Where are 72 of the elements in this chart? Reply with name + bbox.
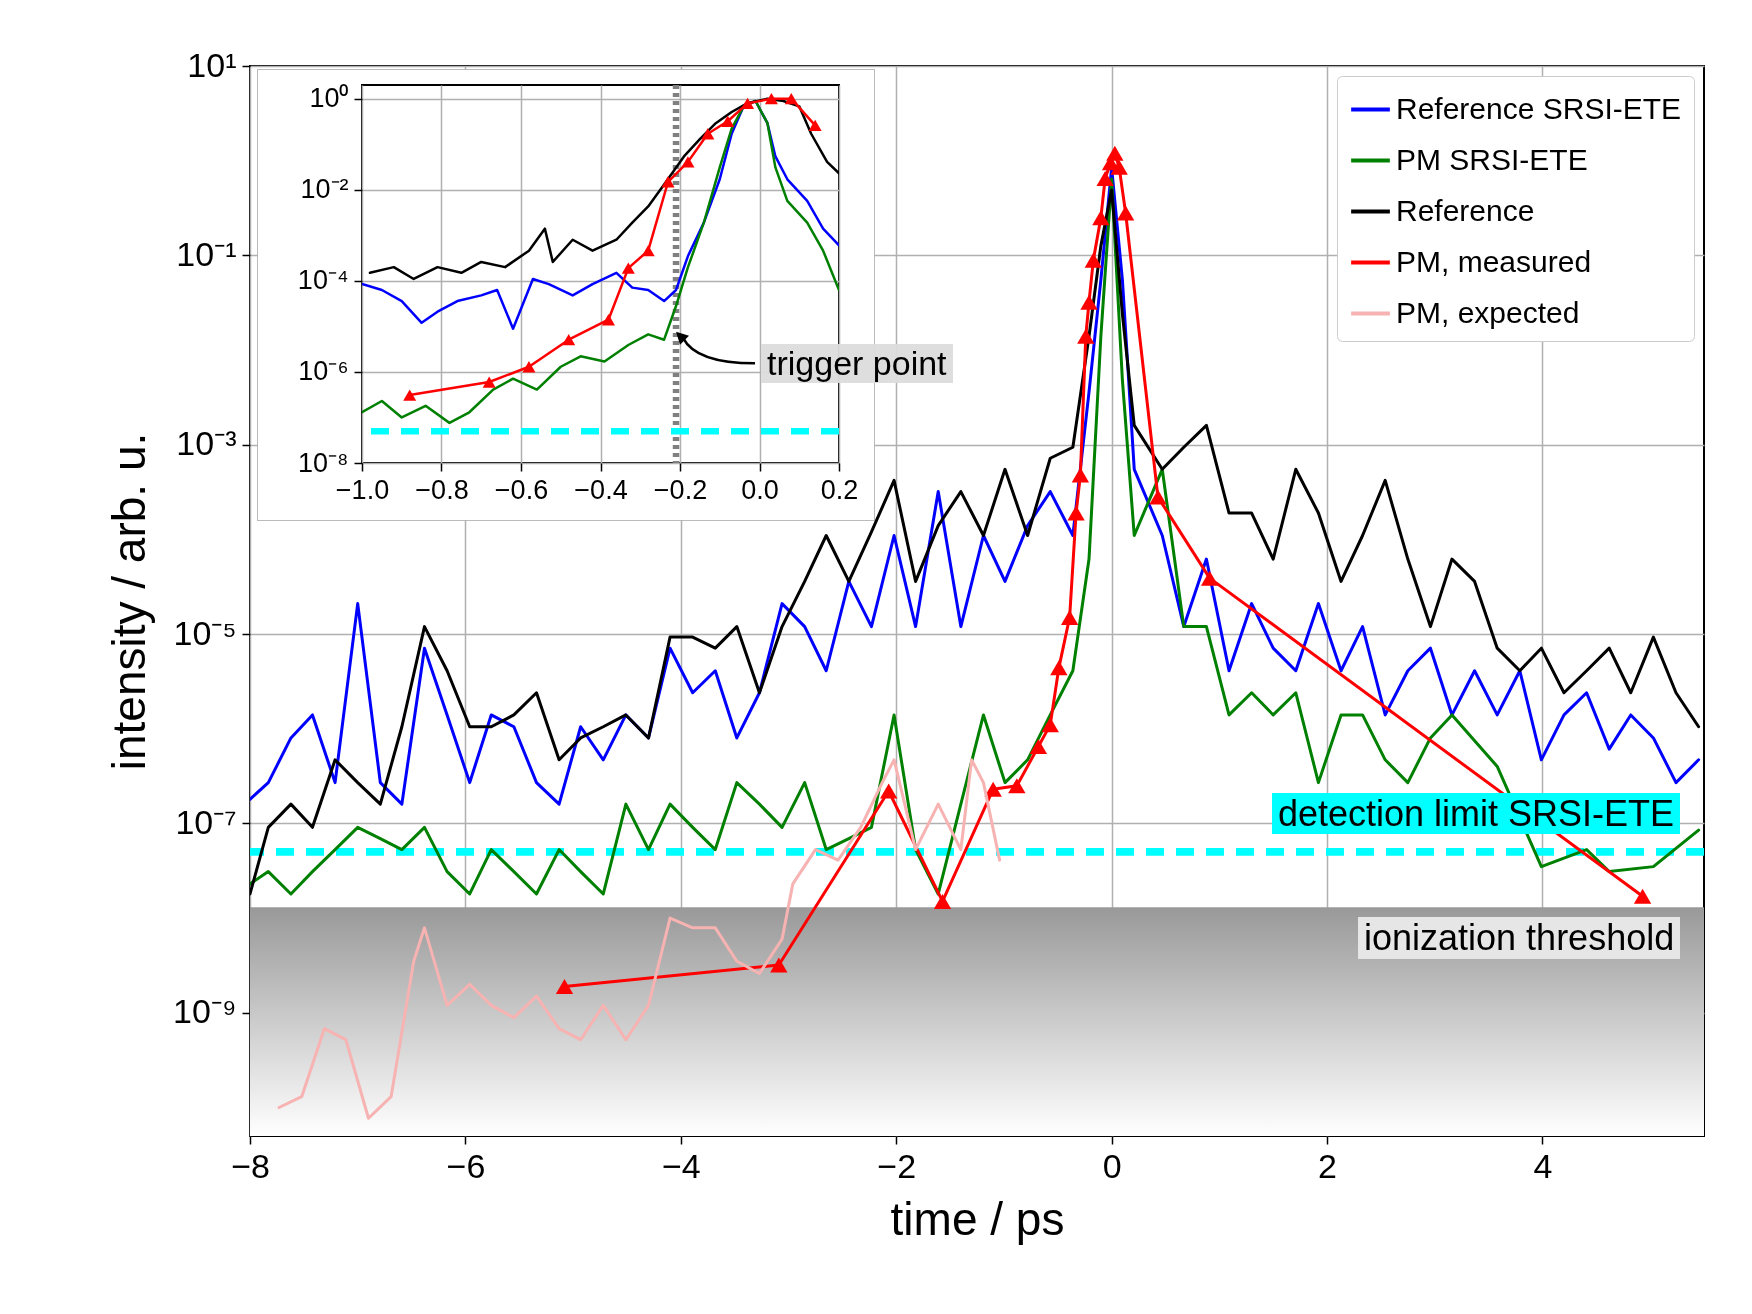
- point: [1200, 570, 1219, 586]
- point: [1008, 778, 1026, 794]
- legend-label: PM, expected: [1396, 295, 1580, 329]
- point: [1096, 170, 1114, 186]
- point: [1092, 210, 1110, 226]
- y-tick-label: 10⁻⁹: [173, 992, 237, 1031]
- point: [1060, 609, 1079, 625]
- x-tick-label: 0.0: [741, 474, 779, 505]
- point: [880, 783, 898, 799]
- x-tick-label: −0.4: [574, 474, 628, 505]
- point: [1106, 145, 1124, 161]
- x-tick-label: 4: [1533, 1146, 1553, 1185]
- y-tick-label: 10⁻⁶: [298, 356, 349, 387]
- point: [403, 389, 417, 401]
- x-tick-label: −2: [877, 1146, 917, 1185]
- point: [721, 115, 735, 127]
- legend-label: PM, measured: [1396, 244, 1592, 278]
- y-tick-label: 10⁻⁵: [173, 613, 237, 652]
- point: [1050, 660, 1068, 676]
- point: [701, 128, 715, 140]
- point: [641, 245, 655, 257]
- point: [1077, 328, 1095, 344]
- legend-label: PM SRSI-ETE: [1396, 142, 1588, 176]
- point: [1084, 252, 1102, 268]
- point: [984, 781, 1002, 797]
- point: [1633, 888, 1652, 904]
- point: [933, 893, 952, 909]
- point: [562, 334, 576, 346]
- x-tick-label: 0.2: [820, 474, 859, 505]
- point: [1071, 467, 1090, 483]
- point: [741, 97, 755, 110]
- point: [1080, 294, 1098, 310]
- y-tick-label: 10⁻⁴: [297, 265, 349, 296]
- point: [681, 156, 695, 168]
- point: [1067, 505, 1085, 521]
- point: [1041, 717, 1059, 733]
- y-tick-label: 10¹: [187, 45, 237, 84]
- x-tick-label: −0.6: [494, 474, 549, 505]
- y-tick-label: 10⁻¹: [176, 234, 237, 273]
- point: [1116, 205, 1135, 221]
- x-tick-label: −0.8: [415, 474, 469, 505]
- x-tick-label: −0.2: [653, 474, 708, 505]
- x-axis-title: time / ps: [890, 1192, 1065, 1245]
- x-tick-label: 0: [1102, 1146, 1122, 1185]
- point: [1029, 738, 1048, 754]
- point: [808, 119, 822, 131]
- point: [1149, 489, 1167, 505]
- annotation: trigger point: [761, 343, 953, 383]
- y-axis-title: intensity / arb. u.: [103, 432, 156, 771]
- y-tick-label: 10⁻³: [176, 424, 237, 463]
- point: [601, 314, 615, 326]
- ref-line-label: detection limit SRSI-ETE: [1272, 792, 1681, 835]
- point: [784, 93, 798, 105]
- point: [1110, 159, 1128, 175]
- point: [555, 978, 574, 994]
- y-tick-label: 10⁻⁷: [175, 802, 237, 841]
- point: [482, 376, 496, 388]
- point: [764, 93, 778, 105]
- x-tick-label: −6: [446, 1146, 486, 1185]
- band-label: ionization threshold: [1358, 917, 1681, 959]
- point: [661, 176, 675, 188]
- line-series: [277, 758, 1002, 1120]
- legend-label: Reference: [1396, 193, 1535, 227]
- x-tick-label: 2: [1318, 1146, 1337, 1185]
- point: [770, 957, 788, 973]
- point: [522, 361, 536, 373]
- y-tick-label: 10⁻²: [300, 174, 349, 205]
- x-tick-label: −8: [231, 1146, 270, 1185]
- x-tick-label: −4: [661, 1146, 701, 1185]
- legend-label: Reference SRSI-ETE: [1396, 91, 1682, 125]
- point: [621, 262, 635, 274]
- y-tick-label: 10⁰: [309, 83, 349, 114]
